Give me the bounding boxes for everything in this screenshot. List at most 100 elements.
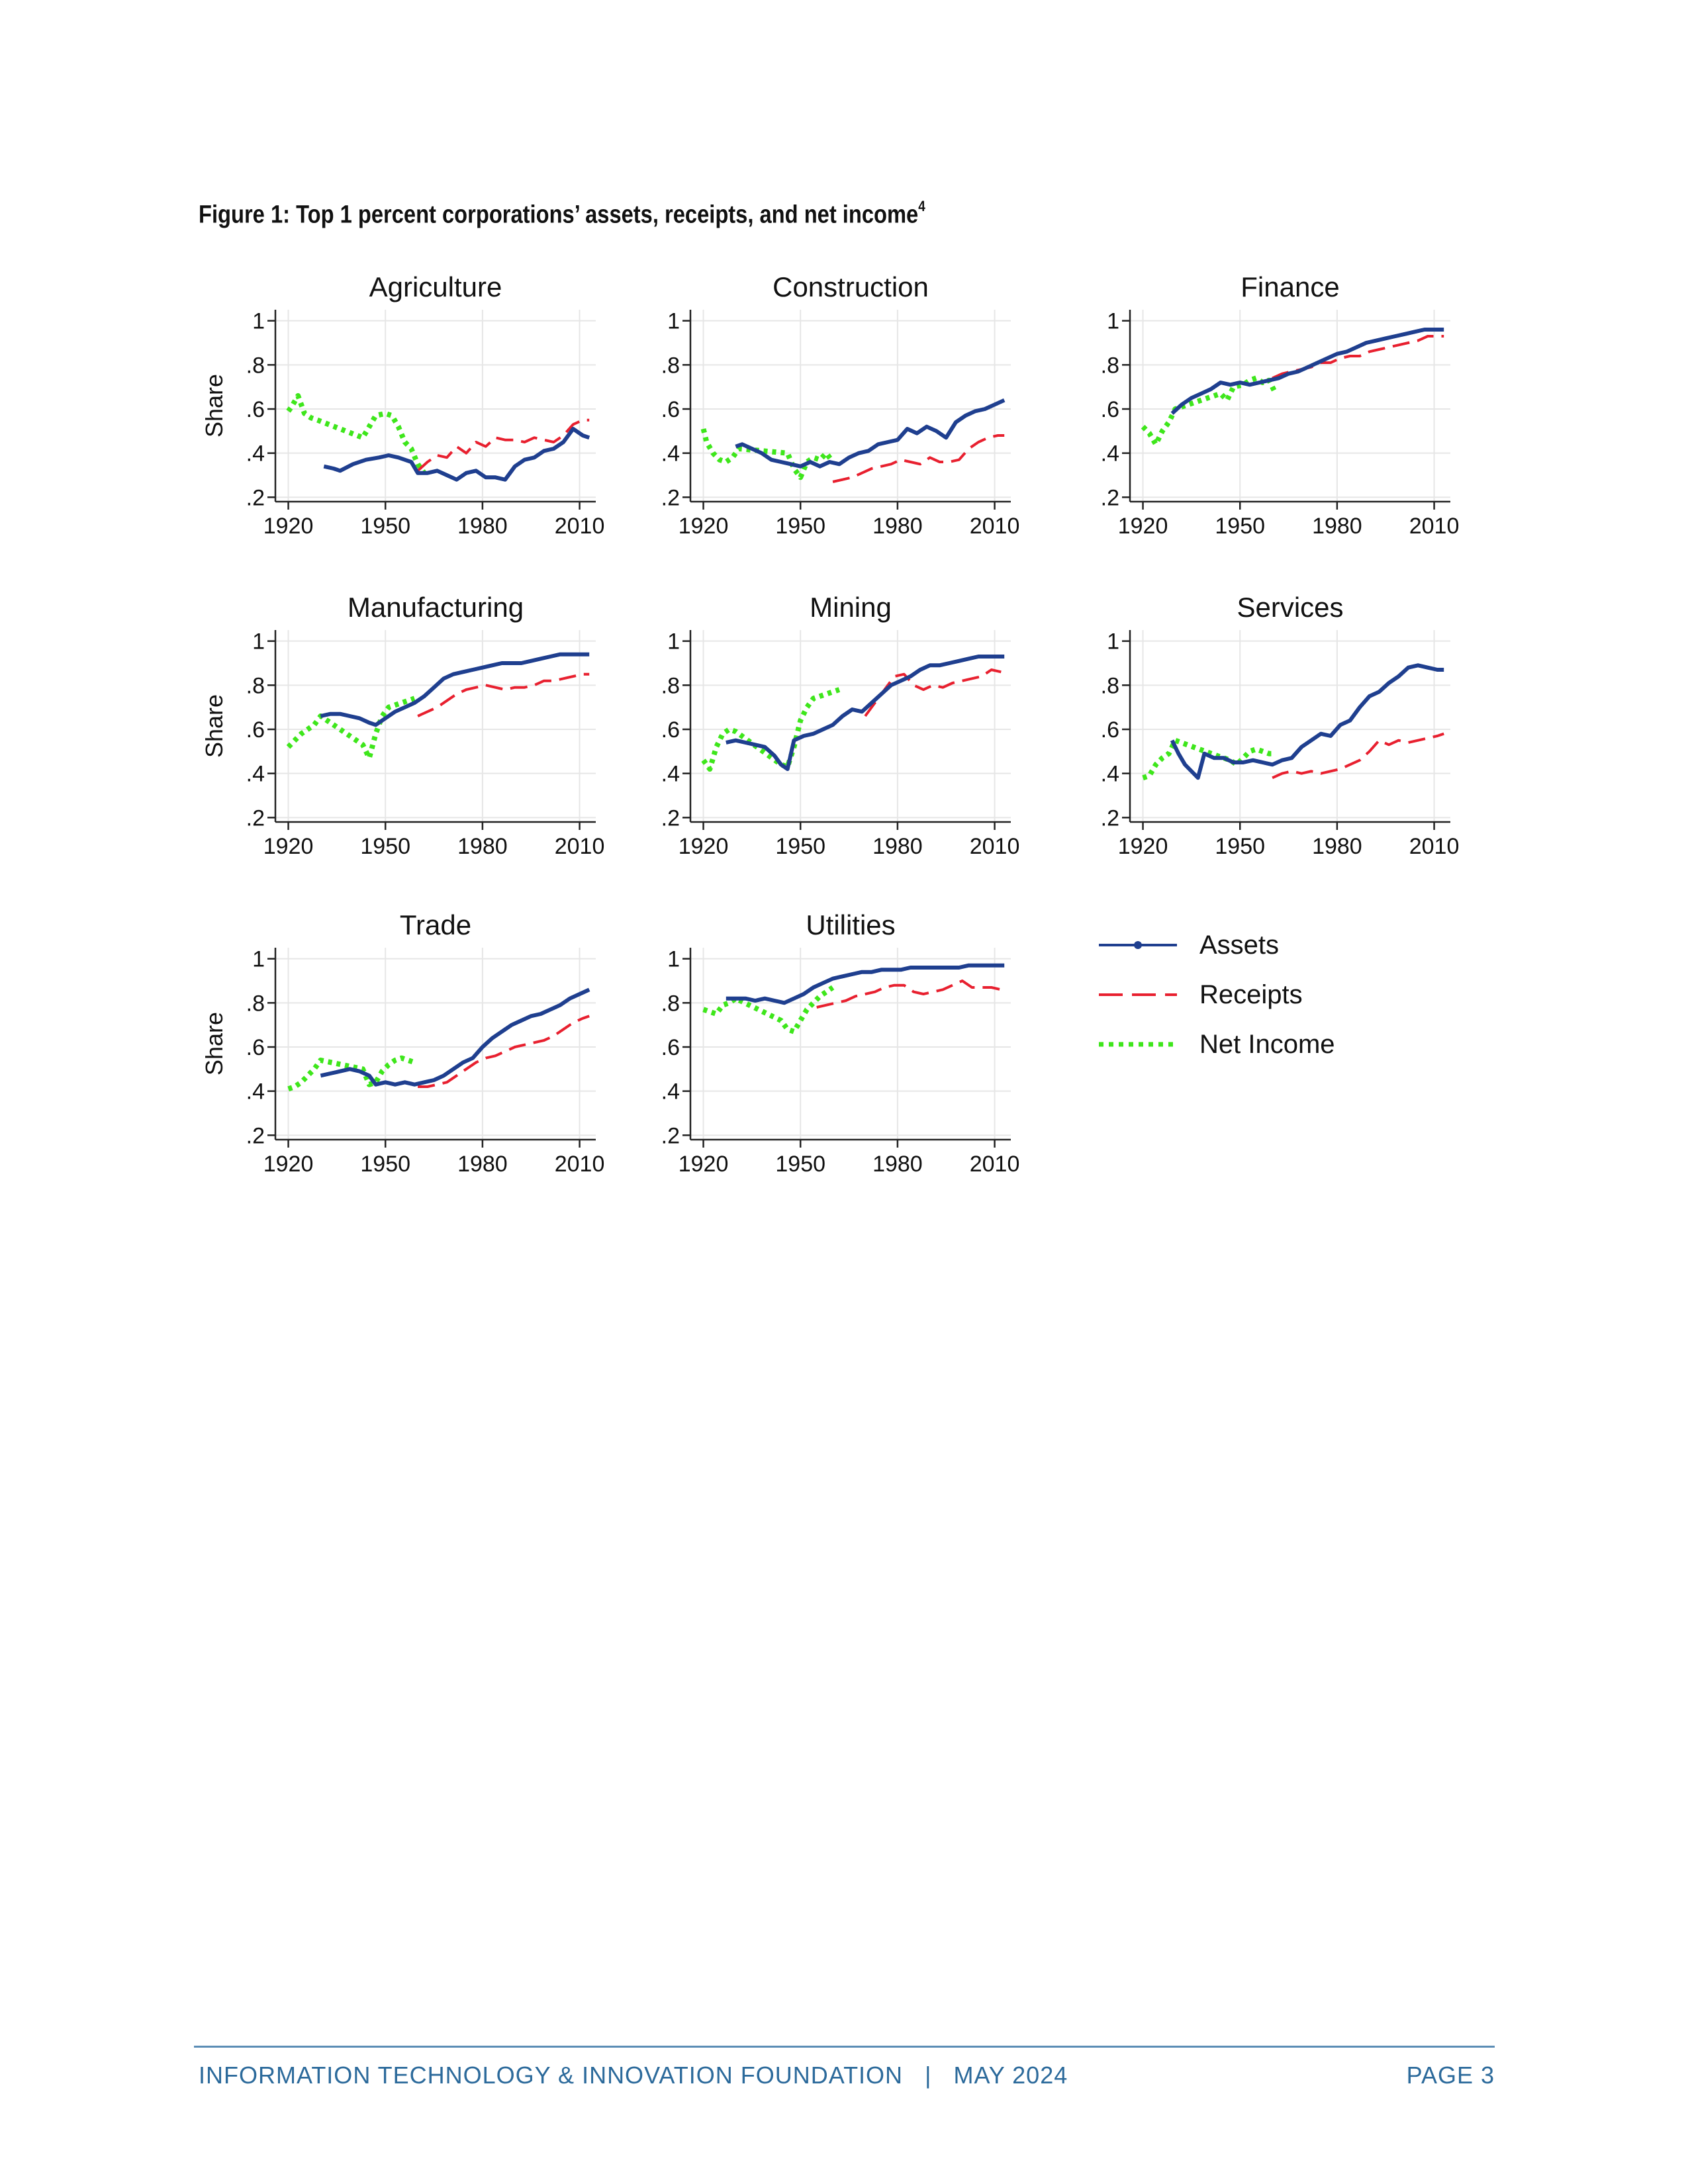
y-tick-label: .8 [1101,673,1119,698]
x-tick-label: 1980 [1312,514,1362,539]
plot-area [275,948,596,1140]
x-tick-label: 1980 [457,514,508,539]
y-tick-label: .2 [246,805,265,831]
y-tick-label: .2 [246,1123,265,1148]
series-net-income-line [286,393,427,475]
footer-separator: | [925,2062,932,2089]
y-tick-label: .4 [1101,441,1119,467]
y-tick-label: 1 [1107,629,1119,655]
x-tick-label: 1920 [1118,834,1168,859]
y-tick-label: .8 [246,353,265,378]
y-tick-label: .4 [1101,762,1119,787]
y-tick-label: .4 [661,1079,680,1105]
y-tick-label: 1 [667,309,680,334]
series-assets-line [320,652,590,727]
footer-org: INFORMATION TECHNOLOGY & INNOVATION FOUN… [199,2062,1068,2089]
x-tick-label: 1950 [775,834,825,859]
legend-label: Net Income [1199,1030,1335,1059]
chart-services: .2 .4 .6 .8 1 1920 1950 1980 2010 Services [1101,592,1460,859]
x-tick-label: 1920 [679,514,729,539]
chart-legend: Assets Receipts Net Income [1099,931,1335,1059]
y-tick-label: .2 [661,1123,680,1148]
x-tick-label: 2010 [970,834,1020,859]
y-axis-label: Share [201,374,228,437]
y-tick-label: .6 [661,1035,680,1060]
y-tick-label: .6 [1101,397,1119,422]
footnote-ref: 4 [918,198,925,214]
series-assets-line [323,427,590,482]
series-assets-line [1170,328,1444,415]
x-tick-label: 2010 [555,1152,605,1177]
series-net-income-line [702,985,835,1034]
x-tick-label: 2010 [555,834,605,859]
chart-utilities: .2 .4 .6 .8 1 1920 1950 1980 2010 Utilities [661,909,1020,1177]
series-net-income-line [287,1055,416,1092]
chart-mining: .2 .4 .6 .8 1 1920 1950 1980 2010 Mining [661,592,1020,859]
y-tick-label: .4 [246,1079,265,1105]
x-tick-label: 1950 [1215,834,1265,859]
chart-title: Construction [773,271,929,302]
figure-title: Figure 1: Top 1 percent corporations’ as… [199,198,925,230]
x-tick-label: 1950 [360,834,410,859]
y-tick-label: .8 [246,991,265,1016]
x-tick-label: 1980 [872,514,923,539]
x-tick-label: 1950 [360,1152,410,1177]
x-tick-label: 1980 [457,834,508,859]
y-axis-label: Share [201,1012,228,1075]
x-tick-label: 1950 [775,1152,825,1177]
x-tick-label: 2010 [555,514,605,539]
y-tick-label: .2 [1101,805,1119,831]
series-net-income-line [286,696,416,761]
series-assets-line [726,655,1005,771]
y-tick-label: .8 [661,991,680,1016]
y-tick-label: .4 [246,441,265,467]
chart-title: Manufacturing [348,592,524,623]
y-tick-label: .2 [246,485,265,510]
x-tick-label: 1950 [1215,514,1265,539]
series-receipts-line [864,668,1002,717]
plot-area [275,630,596,822]
y-tick-label: .2 [661,805,680,831]
y-tick-label: .6 [246,397,265,422]
x-tick-label: 1920 [679,1152,729,1177]
series-assets-line [1170,663,1444,780]
x-tick-label: 2010 [970,514,1020,539]
series-receipts-line [816,979,1002,1009]
chart-manufacturing: .2 .4 .6 .8 1 1920 1950 1980 2010 Manufacturing Sh… [201,592,604,859]
x-tick-label: 1980 [872,1152,923,1177]
x-tick-label: 2010 [1409,834,1460,859]
series-assets-line [320,987,590,1087]
plot-area [690,310,1011,502]
y-tick-label: .6 [661,717,680,743]
y-tick-label: .8 [661,353,680,378]
y-tick-label: .8 [246,673,265,698]
x-tick-label: 1950 [775,514,825,539]
x-tick-label: 2010 [1409,514,1460,539]
chart-title: Finance [1241,271,1339,302]
series-receipts-line [1272,732,1444,780]
y-tick-label: .8 [661,673,680,698]
series-receipts-line [418,1015,590,1088]
figure-title-text: Figure 1: Top 1 percent corporations’ as… [199,201,919,229]
y-tick-label: .6 [661,397,680,422]
x-tick-label: 1920 [679,834,729,859]
y-tick-label: 1 [1107,309,1119,334]
y-tick-label: .6 [246,717,265,743]
y-tick-label: 1 [667,947,680,972]
chart-finance: .2 .4 .6 .8 1 1920 1950 1980 2010 Finance [1101,271,1460,539]
series-receipts-line [832,434,1005,483]
plot-area [690,948,1011,1140]
x-tick-label: 1980 [457,1152,508,1177]
y-tick-label: .6 [246,1035,265,1060]
x-tick-label: 1920 [263,834,314,859]
y-tick-label: .4 [661,762,680,787]
y-tick-label: .2 [1101,485,1119,510]
chart-title: Mining [810,592,892,623]
footer-org-name: INFORMATION TECHNOLOGY & INNOVATION FOUN… [199,2062,904,2089]
y-tick-label: 1 [252,309,265,334]
y-tick-label: .2 [661,485,680,510]
chart-title: Utilities [806,909,895,940]
x-tick-label: 1950 [360,514,410,539]
y-tick-label: .4 [661,441,680,467]
